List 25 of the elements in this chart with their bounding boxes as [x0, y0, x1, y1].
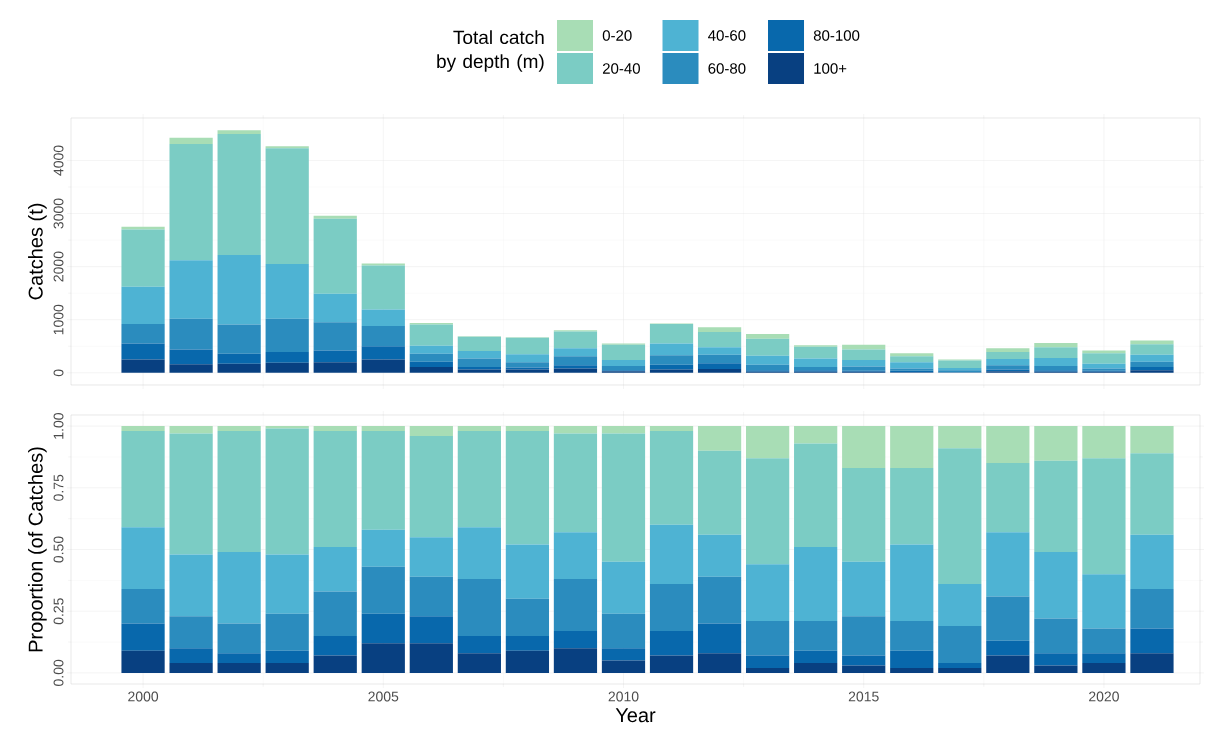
x-axis-title: Year: [615, 708, 656, 723]
y-tick-label: 0.50: [53, 536, 64, 563]
y-tick-label: 3000: [53, 198, 64, 229]
legend-label: 100+: [814, 63, 847, 74]
y-tick-label: 0: [53, 369, 64, 377]
legend-label: 40-60: [708, 30, 746, 41]
legend-label: 80-100: [813, 30, 860, 41]
legend-label: 20-40: [602, 63, 640, 74]
y-tick-label: 4000: [53, 145, 64, 176]
x-tick-label: 2010: [608, 691, 639, 702]
y-tick-label: 1000: [53, 304, 64, 335]
y-axis-title: Proportion (of Catches): [28, 447, 47, 652]
y-tick-label: 2000: [53, 251, 64, 282]
legend-title: Total catch by depth (m): [437, 30, 544, 72]
x-tick-label: 2000: [128, 691, 159, 702]
y-axis-title: Catches (t): [28, 203, 47, 300]
legend-label: 0-20: [602, 30, 632, 41]
legend-label: 60-80: [708, 63, 746, 74]
y-tick-label: 0.25: [53, 598, 64, 625]
x-tick-label: 2015: [848, 691, 879, 702]
y-tick-label: 1.00: [53, 413, 64, 439]
y-tick-label: 0.75: [53, 474, 64, 501]
x-tick-label: 2005: [368, 691, 399, 702]
y-tick-label: 0.00: [53, 659, 64, 686]
x-tick-label: 2020: [1089, 691, 1119, 702]
